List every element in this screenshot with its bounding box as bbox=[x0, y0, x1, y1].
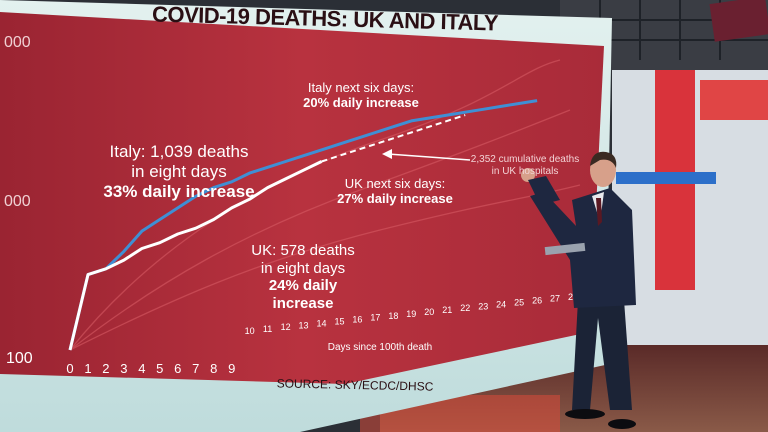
italy-summary-line1: Italy: 1,039 deaths bbox=[109, 142, 249, 161]
presenter-hand bbox=[521, 168, 535, 182]
presenter-shoes bbox=[565, 409, 605, 419]
x-tick-label: 19 bbox=[406, 309, 416, 319]
x-tick-label: 26 bbox=[532, 296, 542, 306]
x-tick-label: 12 bbox=[281, 322, 291, 332]
italy-summary-line3: 33% daily increase bbox=[103, 182, 255, 202]
x-tick-label: 20 bbox=[424, 307, 434, 317]
monitor bbox=[709, 0, 768, 42]
uk-next-line2: 27% daily increase bbox=[337, 191, 453, 207]
series-line-italy bbox=[68, 99, 538, 351]
x-tick-label: 25 bbox=[514, 298, 524, 308]
x-tick-label: 13 bbox=[298, 320, 308, 330]
uk-next-annotation: UK next six days: 27% daily increase bbox=[330, 176, 460, 207]
x-tick-label: 18 bbox=[388, 311, 398, 321]
presenter-shoes-right bbox=[608, 419, 636, 429]
x-tick-label: 3 bbox=[120, 361, 127, 376]
italy-summary-line2: in eight days bbox=[131, 162, 227, 182]
x-tick-label: 7 bbox=[192, 361, 199, 376]
x-tick-label: 8 bbox=[210, 361, 217, 376]
x-tick-label: 15 bbox=[334, 317, 344, 327]
x-tick-label: 5 bbox=[156, 361, 163, 376]
x-tick-label: 11 bbox=[263, 324, 272, 334]
x-tick-label: 10 bbox=[245, 326, 255, 336]
x-axis-label: Days since 100th death bbox=[327, 342, 433, 353]
presenter bbox=[521, 151, 636, 429]
italy-next-line1: Italy next six days: bbox=[307, 80, 415, 95]
x-tick-label: 2 bbox=[102, 361, 109, 376]
x-tick-label: 9 bbox=[228, 361, 235, 376]
series-layer bbox=[68, 99, 538, 351]
blue-light bbox=[616, 172, 716, 184]
y-tick-label-top: 000 bbox=[4, 34, 31, 51]
uk-next-line1: UK next six days: bbox=[344, 176, 446, 191]
uk-summary-line2: in eight days bbox=[260, 259, 346, 277]
presenter-legs bbox=[572, 300, 632, 410]
x-tick-label: 17 bbox=[370, 313, 380, 323]
x-tick-label: 1 bbox=[84, 361, 91, 376]
italy-next-annotation: Italy next six days: 20% daily increase bbox=[286, 80, 436, 111]
presenter-hair bbox=[590, 151, 617, 168]
x-tick-label: 24 bbox=[496, 299, 506, 309]
y-tick-label-middle: 000 bbox=[4, 193, 31, 210]
italy-next-line2: 20% daily increase bbox=[303, 95, 419, 111]
presenter-tie bbox=[596, 198, 602, 226]
x-tick-label: 16 bbox=[352, 315, 362, 325]
x-tick-label: 23 bbox=[478, 301, 488, 311]
x-tick-label: 28 bbox=[568, 292, 578, 302]
y-tick-label-bottom: 100 bbox=[6, 350, 33, 367]
presenter-arm bbox=[528, 176, 560, 205]
x-tick-label: 21 bbox=[442, 305, 452, 315]
x-tick-label: 0 bbox=[66, 361, 73, 376]
uk-summary-line1: UK: 578 deaths bbox=[251, 242, 355, 259]
red-wall-light bbox=[700, 80, 768, 120]
series-line-uk-projection bbox=[321, 114, 466, 163]
x-tick-label: 27 bbox=[550, 294, 560, 304]
chart-panel bbox=[0, 12, 604, 384]
uk-hospitals-line2: in UK hospitals bbox=[491, 165, 559, 177]
faint-country-curves bbox=[69, 59, 581, 351]
series-line-uk bbox=[68, 160, 323, 351]
uk-hospitals-annotation: 2,352 cumulative deaths in UK hospitals bbox=[470, 154, 580, 178]
uk-hospitals-arrow bbox=[382, 149, 471, 161]
uk-hospitals-line1: 2,352 cumulative deaths bbox=[470, 154, 580, 165]
x-tick-label: 22 bbox=[460, 303, 470, 313]
uk-summary-annotation: UK: 578 deaths in eight days 24% daily i… bbox=[238, 242, 368, 313]
presenter-tablet bbox=[544, 242, 586, 256]
x-tick-label: 6 bbox=[174, 361, 181, 376]
x-tick-label: 14 bbox=[316, 318, 326, 328]
x-tick-label: 4 bbox=[138, 361, 145, 376]
uk-summary-line3: 24% daily increase bbox=[268, 277, 338, 313]
x-tick-labels: 0 1 2 3 4 5 6 7 8 910 11 12 13 14 15 16 17 18 19 20 21 22 23 24… bbox=[66, 292, 578, 376]
italy-summary-annotation: Italy: 1,039 deaths in eight days 33% da… bbox=[94, 142, 264, 202]
